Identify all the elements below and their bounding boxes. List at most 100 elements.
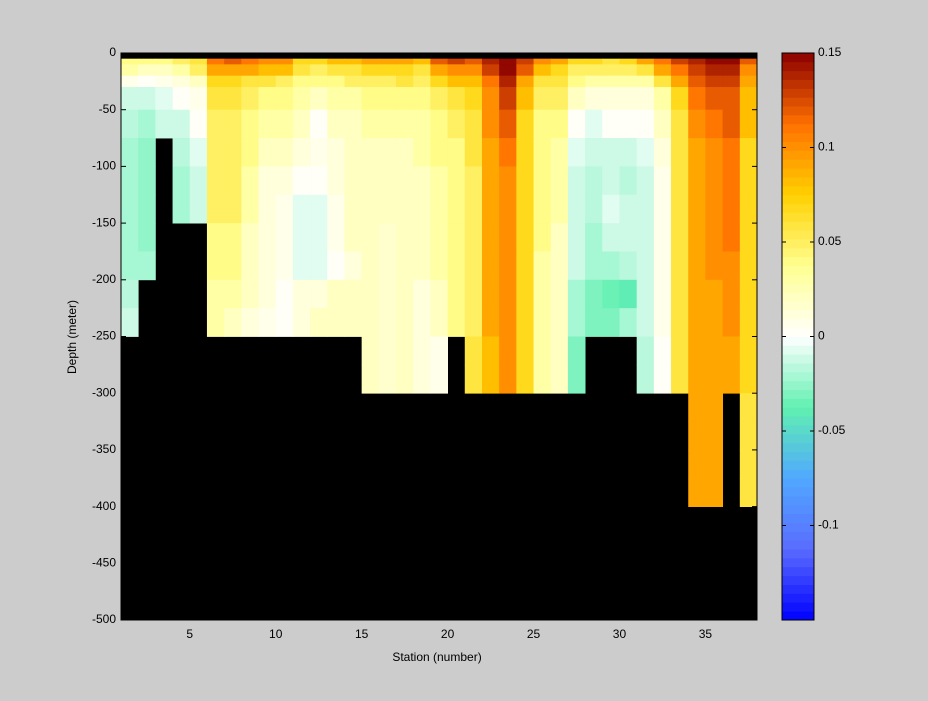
heatmap-cell	[464, 308, 483, 337]
heatmap-cell	[533, 109, 552, 139]
heatmap-cell	[275, 166, 294, 196]
heatmap-cell	[464, 194, 483, 224]
heatmap-cell	[396, 109, 414, 139]
heatmap-cell	[378, 364, 397, 394]
heatmap-cell	[739, 364, 758, 394]
heatmap-cell	[705, 449, 724, 479]
heatmap-cell	[258, 223, 277, 252]
colorbar-step	[782, 557, 814, 568]
heatmap-cell	[671, 336, 689, 366]
heatmap-cell	[499, 75, 517, 88]
heatmap-cell	[344, 279, 363, 309]
heatmap-cell	[688, 421, 706, 451]
heatmap-cell	[705, 166, 724, 196]
heatmap-cell	[671, 166, 689, 196]
x-tick-label: 10	[269, 627, 283, 641]
heatmap-cell	[378, 251, 397, 281]
heatmap-cell	[671, 308, 689, 337]
colorbar-step	[782, 442, 814, 453]
colorbar-step	[782, 584, 814, 594]
heatmap-cell	[653, 58, 672, 65]
colorbar-step	[782, 230, 814, 240]
heatmap-cell	[361, 64, 380, 77]
heatmap-cell	[224, 308, 242, 337]
heatmap-cell	[481, 308, 500, 337]
heatmap-cell	[292, 166, 311, 196]
heatmap-cell	[155, 87, 173, 111]
heatmap-cell	[722, 75, 741, 88]
heatmap-cell	[585, 87, 603, 111]
heatmap-cell	[121, 223, 139, 252]
heatmap-cell	[327, 138, 345, 167]
heatmap-cell	[619, 223, 638, 252]
heatmap-cell	[688, 64, 706, 77]
heatmap-cell	[327, 279, 345, 309]
heatmap-cell	[430, 87, 448, 111]
heatmap-cell	[533, 194, 552, 224]
heatmap-cell	[567, 75, 586, 88]
heatmap-cell	[533, 138, 552, 167]
heatmap-cell	[602, 166, 620, 196]
heatmap-cell	[206, 279, 225, 309]
colorbar-step	[782, 123, 814, 134]
heatmap-cell	[447, 64, 466, 77]
heatmap-cell	[602, 64, 620, 77]
heatmap-cell	[310, 223, 328, 252]
heatmap-cell	[619, 194, 638, 224]
heatmap-cell	[310, 64, 328, 77]
heatmap-cell	[396, 223, 414, 252]
heatmap-cell	[688, 109, 706, 139]
heatmap-cell	[688, 87, 706, 111]
heatmap-cell	[499, 279, 517, 309]
heatmap-cell	[224, 194, 242, 224]
colorbar-step	[782, 531, 814, 541]
heatmap-cell	[138, 251, 156, 281]
heatmap-cell	[619, 251, 638, 281]
heatmap-cell	[739, 194, 758, 224]
heatmap-cell	[671, 64, 689, 77]
heatmap-cell	[602, 138, 620, 167]
heatmap-cell	[653, 251, 672, 281]
heatmap-cell	[155, 75, 173, 88]
heatmap-cell	[121, 138, 139, 167]
colorbar-step	[782, 292, 814, 302]
heatmap-cell	[292, 87, 311, 111]
heatmap-cell	[121, 87, 139, 111]
heatmap-cell	[739, 166, 758, 196]
x-axis-label: Station (number)	[392, 650, 481, 664]
heatmap-cell	[378, 58, 397, 65]
heatmap-cell	[310, 308, 328, 337]
heatmap-cell	[121, 308, 139, 337]
heatmap-cell	[413, 64, 431, 77]
y-tick-label: -250	[92, 329, 116, 343]
heatmap-cell	[533, 75, 552, 88]
heatmap-cell	[447, 109, 466, 139]
heatmap-cell	[224, 75, 242, 88]
heatmap-cell	[121, 64, 139, 77]
heatmap-cell	[705, 308, 724, 337]
heatmap-cell	[292, 75, 311, 88]
heatmap-cell	[310, 279, 328, 309]
heatmap-cell	[481, 364, 500, 394]
heatmap-cell	[567, 194, 586, 224]
heatmap-cell	[396, 166, 414, 196]
heatmap-cell	[258, 58, 277, 65]
heatmap-cell	[292, 223, 311, 252]
heatmap-cell	[344, 308, 363, 337]
heatmap-cell	[327, 251, 345, 281]
heatmap-cell	[344, 87, 363, 111]
heatmap-cell	[138, 166, 156, 196]
heatmap-cell	[653, 64, 672, 77]
heatmap-cell	[688, 393, 706, 422]
heatmap-cell	[619, 166, 638, 196]
heatmap-cell	[206, 251, 225, 281]
heatmap-cell	[705, 478, 724, 507]
heatmap-cell	[344, 64, 363, 77]
colorbar-step	[782, 283, 814, 293]
heatmap-cell	[172, 166, 191, 196]
heatmap-cell	[396, 336, 414, 366]
heatmap-cell	[378, 308, 397, 337]
heatmap-cell	[567, 138, 586, 167]
heatmap-cell	[499, 308, 517, 337]
heatmap-cell	[533, 364, 552, 394]
